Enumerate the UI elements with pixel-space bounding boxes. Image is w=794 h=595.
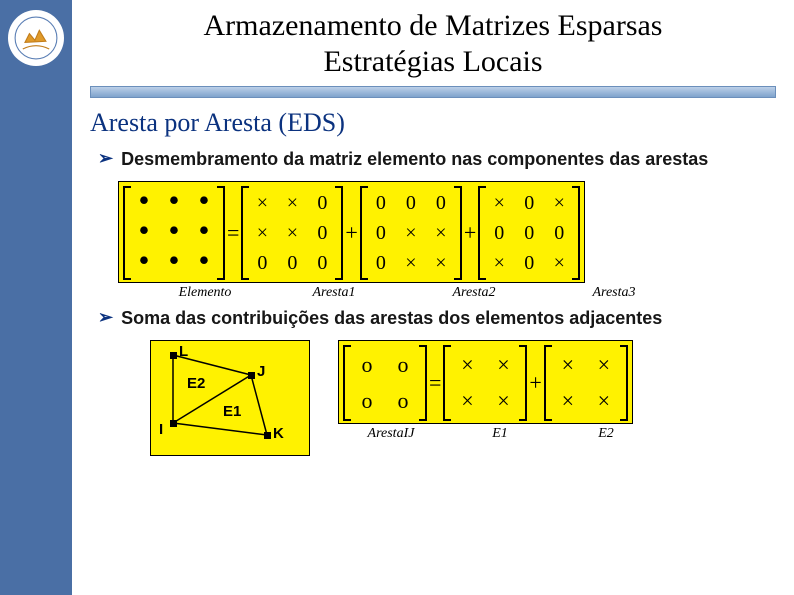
bullet-icon: ➢ [98, 307, 113, 329]
equals-op: = [425, 370, 445, 396]
element-E2-label: E2 [187, 375, 205, 392]
page-title: Armazenamento de Matrizes Esparsas Estra… [90, 8, 776, 80]
equation-decomposition: ••••••••• = ××0××0000 + 0000××0×× + ×0×0… [118, 181, 776, 301]
bullet-sum: ➢ Soma das contribuições das arestas dos… [98, 307, 776, 330]
node-J-label: J [257, 363, 265, 380]
node-L-label: L [179, 343, 188, 360]
plus-op: + [341, 220, 361, 246]
matrix-E1: ×××× [447, 345, 523, 421]
plus-op: + [460, 220, 480, 246]
bullet-icon: ➢ [98, 148, 113, 170]
node-K-label: K [273, 425, 284, 442]
matrix-E2: ×××× [548, 345, 624, 421]
equation-sum: oooo = ×××× + ×××× ArestaIJ E1 E2 [338, 340, 656, 442]
matrix-aresta3: ×0×000×0× [482, 186, 576, 280]
plus-op: + [525, 370, 545, 396]
matrix-elemento: ••••••••• [127, 186, 221, 280]
equals-op: = [223, 220, 243, 246]
main-content: Armazenamento de Matrizes Esparsas Estra… [72, 0, 794, 595]
sidebar [0, 0, 72, 595]
bullet-decomposition: ➢ Desmembramento da matriz elemento nas … [98, 148, 776, 171]
matrix-aresta2: 0000××0×× [364, 186, 458, 280]
equation1-labels: Elemento Aresta1 Aresta2 Aresta3 [146, 285, 776, 301]
node-I-label: I [159, 421, 163, 438]
triangle-diagram: L J I K E2 E1 [150, 340, 310, 456]
section-subtitle: Aresta por Aresta (EDS) [90, 108, 776, 138]
matrix-arestaIJ: oooo [347, 345, 423, 421]
title-underline [90, 86, 776, 98]
crest-logo [8, 10, 64, 66]
element-E1-label: E1 [223, 403, 241, 420]
matrix-aresta1: ××0××0000 [245, 186, 339, 280]
figure-adjacent-elements: L J I K E2 E1 oooo = ×××× + ×××× ArestaI… [150, 340, 776, 456]
